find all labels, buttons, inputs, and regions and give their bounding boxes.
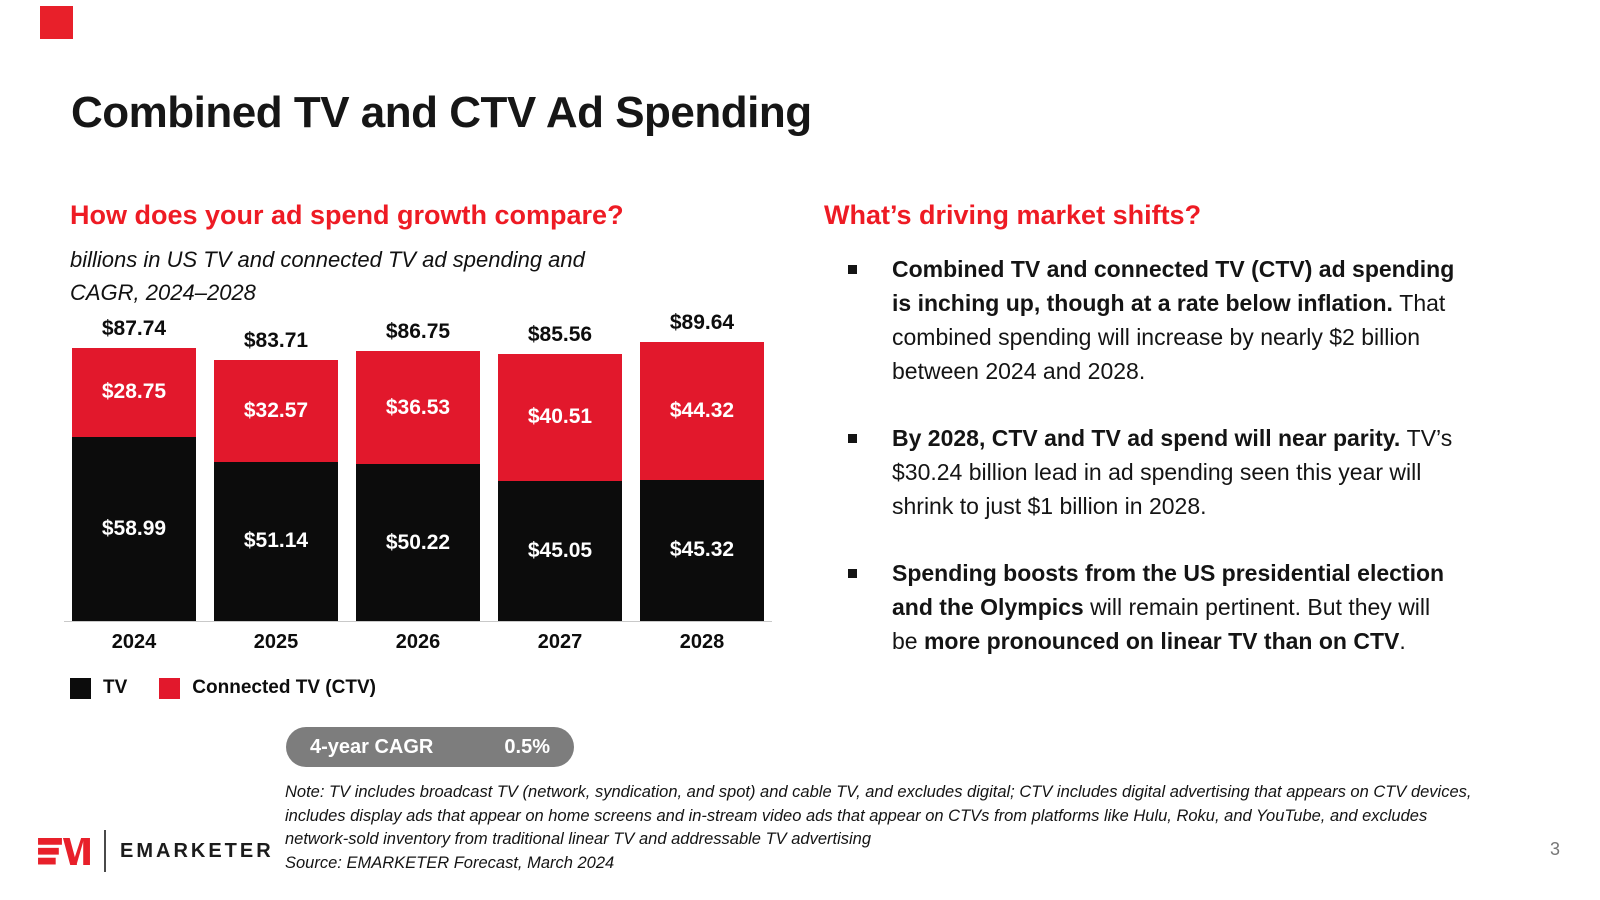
total-value-label: $89.64 [669, 310, 735, 334]
bar-column: $83.71 $32.57 $51.14 [214, 310, 338, 621]
cagr-value: 0.5% [504, 735, 550, 758]
bullet-item: By 2028, CTV and TV ad spend will near p… [846, 421, 1458, 523]
note-text: Note: TV includes broadcast TV (network,… [285, 783, 1472, 848]
insights-section-heading: What’s driving market shifts? [824, 200, 1202, 230]
legend-item-ctv: Connected TV (CTV) [159, 677, 376, 699]
tv-bar-segment: $50.22 [356, 464, 480, 621]
years-row: 2024 2025 2026 2027 2028 [64, 631, 772, 654]
bullet-list: Combined TV and connected TV (CTV) ad sp… [846, 252, 1458, 691]
total-value-label: $83.71 [243, 329, 309, 353]
chart-legend: TV Connected TV (CTV) [70, 677, 376, 699]
legend-label: Connected TV (CTV) [192, 677, 376, 698]
total-value-label: $86.75 [385, 319, 451, 343]
bar-column: $86.75 $36.53 $50.22 [356, 310, 480, 621]
year-axis-label: 2025 [253, 631, 299, 653]
ctv-bar-segment: $28.75 [72, 347, 196, 438]
brand-wordmark: EMARKETER [120, 839, 274, 862]
em-logo-icon [38, 837, 90, 865]
cagr-badge: 4-year CAGR 0.5% [286, 727, 574, 767]
chart-section-heading: How does your ad spend growth compare? [70, 200, 624, 230]
legend-label: TV [103, 677, 128, 698]
source-text: Source: EMARKETER Forecast, March 2024 [285, 853, 615, 872]
slide-corner-accent [40, 6, 73, 39]
year-axis-label: 2026 [395, 631, 441, 653]
cagr-label: 4-year CAGR [310, 735, 434, 758]
stacked-bar-chart: $87.74 $28.75 $58.99 $83.71 $32.57 $51.14 $86.… [64, 310, 772, 654]
tv-swatch-icon [70, 677, 91, 699]
ctv-swatch-icon [159, 677, 181, 699]
bar-column: $87.74 $28.75 $58.99 [72, 310, 196, 621]
tv-bar-segment: $45.32 [640, 479, 764, 621]
brand-divider [104, 830, 106, 872]
year-axis-label: 2024 [111, 631, 157, 653]
tv-bar-segment: $45.05 [498, 480, 622, 621]
chart-subtitle: billions in US TV and connected TV ad sp… [70, 247, 585, 305]
brand-logo: EMARKETER [38, 830, 274, 872]
ctv-bar-segment: $44.32 [640, 341, 764, 480]
ctv-bar-segment: $36.53 [356, 350, 480, 465]
bar-column: $89.64 $44.32 $45.32 [640, 310, 764, 621]
page-title: Combined TV and CTV Ad Spending [71, 88, 812, 137]
footer-note: Note: TV includes broadcast TV (network,… [285, 781, 1475, 875]
bullet-item: Spending boosts from the US presidential… [846, 556, 1458, 658]
year-axis-label: 2027 [537, 631, 583, 653]
legend-item-tv: TV [70, 677, 127, 699]
total-value-label: $85.56 [527, 323, 593, 347]
bullet-item: Combined TV and connected TV (CTV) ad sp… [846, 252, 1458, 388]
bar-column: $85.56 $40.51 $45.05 [498, 310, 622, 621]
year-axis-label: 2028 [679, 631, 725, 653]
bars-row: $87.74 $28.75 $58.99 $83.71 $32.57 $51.14 $86.… [64, 310, 772, 622]
ctv-bar-segment: $40.51 [498, 354, 622, 481]
ctv-bar-segment: $32.57 [214, 360, 338, 462]
tv-bar-segment: $58.99 [72, 437, 196, 621]
total-value-label: $87.74 [101, 316, 167, 340]
tv-bar-segment: $51.14 [214, 461, 338, 621]
page-number: 3 [1549, 839, 1560, 859]
